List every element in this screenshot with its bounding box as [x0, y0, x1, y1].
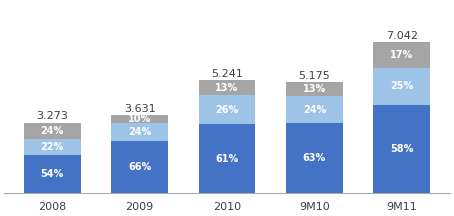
- Text: 5.175: 5.175: [299, 71, 330, 81]
- Bar: [286, 82, 343, 96]
- Text: 7.042: 7.042: [386, 31, 418, 41]
- Text: 25%: 25%: [390, 81, 414, 91]
- Text: 5.241: 5.241: [211, 69, 243, 79]
- Bar: [198, 80, 256, 95]
- Text: 24%: 24%: [40, 126, 64, 136]
- Bar: [286, 123, 343, 193]
- Text: 22%: 22%: [40, 142, 64, 152]
- Text: 26%: 26%: [215, 105, 239, 115]
- Text: 58%: 58%: [390, 144, 414, 154]
- Text: 17%: 17%: [390, 50, 414, 60]
- Text: 13%: 13%: [215, 83, 239, 93]
- Bar: [24, 123, 81, 140]
- Bar: [24, 140, 81, 155]
- Bar: [286, 96, 343, 123]
- Bar: [373, 42, 430, 68]
- Text: 3.631: 3.631: [124, 104, 155, 114]
- Bar: [24, 155, 81, 193]
- Bar: [198, 95, 256, 124]
- Bar: [111, 141, 168, 193]
- Text: 61%: 61%: [215, 154, 239, 164]
- Bar: [198, 124, 256, 193]
- Text: 66%: 66%: [128, 162, 151, 172]
- Text: 24%: 24%: [128, 127, 151, 137]
- Text: 13%: 13%: [303, 84, 326, 94]
- Text: 10%: 10%: [128, 114, 151, 124]
- Bar: [373, 105, 430, 193]
- Text: 54%: 54%: [40, 169, 64, 179]
- Bar: [373, 68, 430, 105]
- Bar: [111, 123, 168, 141]
- Text: 24%: 24%: [303, 105, 326, 115]
- Text: 63%: 63%: [303, 153, 326, 163]
- Bar: [111, 115, 168, 123]
- Text: 3.273: 3.273: [36, 111, 68, 121]
